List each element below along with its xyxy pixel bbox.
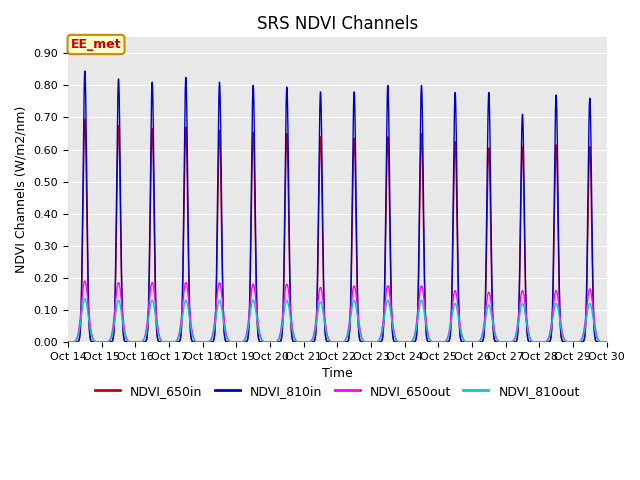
NDVI_810in xyxy=(463,339,471,345)
NDVI_650out xyxy=(463,339,471,345)
NDVI_650in xyxy=(383,164,390,169)
NDVI_650in xyxy=(492,339,500,345)
NDVI_650out xyxy=(406,339,414,345)
Line: NDVI_810out: NDVI_810out xyxy=(68,299,607,342)
NDVI_650out xyxy=(259,338,267,344)
NDVI_810out xyxy=(406,339,414,345)
NDVI_810out xyxy=(259,338,267,344)
NDVI_650out xyxy=(92,338,99,344)
NDVI_650out xyxy=(81,278,89,284)
Line: NDVI_810in: NDVI_810in xyxy=(68,71,607,342)
Title: SRS NDVI Channels: SRS NDVI Channels xyxy=(257,15,418,33)
NDVI_810out xyxy=(81,296,89,301)
NDVI_810out xyxy=(64,339,72,345)
NDVI_650out xyxy=(492,335,500,340)
Text: EE_met: EE_met xyxy=(71,38,122,51)
NDVI_810out xyxy=(603,339,611,345)
NDVI_810out xyxy=(463,339,471,345)
NDVI_650in xyxy=(64,339,72,345)
NDVI_810out xyxy=(383,300,390,305)
NDVI_810in xyxy=(406,339,414,345)
NDVI_810in xyxy=(383,120,390,126)
NDVI_810in xyxy=(603,339,611,345)
NDVI_650out xyxy=(64,339,72,345)
NDVI_810in xyxy=(492,339,500,345)
NDVI_650in xyxy=(259,339,267,345)
NDVI_650in xyxy=(406,339,414,345)
Line: NDVI_650in: NDVI_650in xyxy=(68,119,607,342)
NDVI_650out xyxy=(383,286,390,291)
NDVI_810in xyxy=(81,68,89,74)
Y-axis label: NDVI Channels (W/m2/nm): NDVI Channels (W/m2/nm) xyxy=(15,106,28,273)
NDVI_810out xyxy=(492,336,500,341)
NDVI_650in xyxy=(463,339,471,345)
NDVI_650in xyxy=(603,339,611,345)
Line: NDVI_650out: NDVI_650out xyxy=(68,281,607,342)
NDVI_650in xyxy=(92,339,99,345)
NDVI_650in xyxy=(81,116,89,122)
X-axis label: Time: Time xyxy=(322,367,353,380)
NDVI_650out xyxy=(603,339,611,345)
NDVI_810out xyxy=(92,339,99,345)
NDVI_810in xyxy=(64,339,72,345)
NDVI_810in xyxy=(92,339,99,345)
Legend: NDVI_650in, NDVI_810in, NDVI_650out, NDVI_810out: NDVI_650in, NDVI_810in, NDVI_650out, NDV… xyxy=(90,380,585,403)
NDVI_810in xyxy=(259,339,267,345)
